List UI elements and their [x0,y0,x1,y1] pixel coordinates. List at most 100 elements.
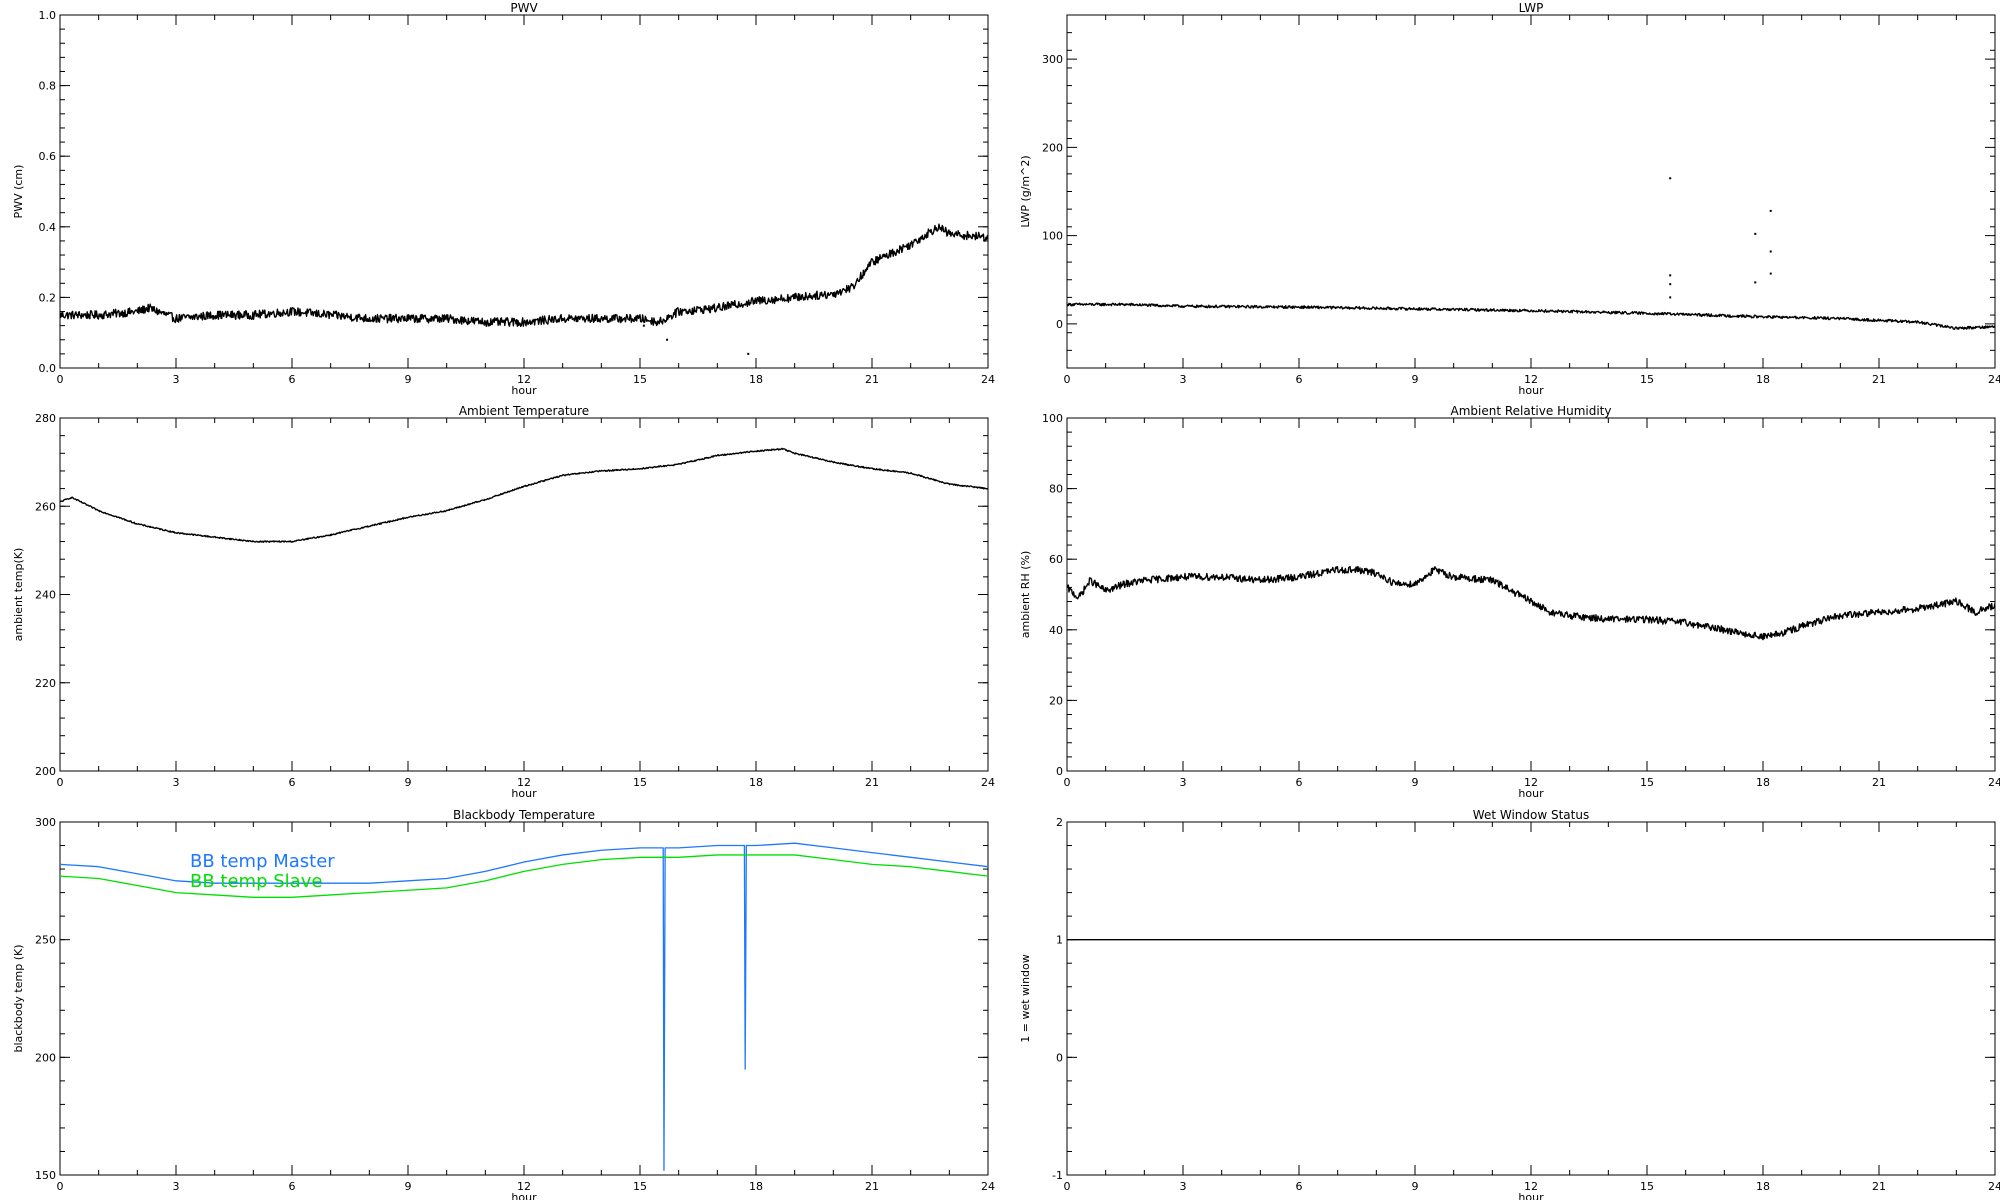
outlier-point [1769,209,1772,212]
y-tick-label: 300 [35,816,56,829]
y-axis-label: ambient temp(K) [12,548,25,642]
x-axis-label: hour [511,384,537,397]
x-tick-label: 6 [289,373,296,386]
y-tick-label: 260 [35,500,56,513]
series-line-0 [60,842,988,1171]
outlier-point [1669,177,1672,180]
y-tick-label: 280 [35,412,56,425]
x-tick-label: 0 [57,373,64,386]
y-axis-label: LWP (g/m^2) [1019,155,1032,227]
x-tick-label: 6 [289,776,296,789]
x-tick-label: 18 [749,776,763,789]
y-tick-label: 200 [35,765,56,778]
y-tick-label: 300 [1042,53,1063,66]
series-group [60,447,988,543]
x-tick-label: 9 [1412,373,1419,386]
y-tick-label: 0 [1056,765,1063,778]
plot-frame [1066,14,1996,369]
x-tick-label: 24 [1988,776,2000,789]
chart-title: Blackbody Temperature [453,808,595,822]
y-tick-label: 1.0 [39,9,57,22]
y-tick-label: 2 [1056,816,1063,829]
x-tick-label: 24 [981,373,995,386]
legend-entry: BB temp Master [190,851,335,872]
x-tick-label: 18 [1756,776,1770,789]
outlier-point [1669,274,1672,277]
chart-title: Ambient Relative Humidity [1451,404,1612,418]
outlier-point [666,338,669,341]
x-tick-label: 24 [1988,373,2000,386]
y-tick-label: 200 [1042,141,1063,154]
y-tick-label: 0.0 [39,362,57,375]
y-tick-label: 60 [1049,553,1063,566]
outlier-point [1669,283,1672,286]
x-tick-label: 0 [57,776,64,789]
chart-panel-2: Ambient Temperature 0 3 6 9 12 15 18 21 24 200 220 2… [12,404,995,800]
x-tick-label: 12 [1524,1180,1538,1193]
x-tick-label: 18 [749,1180,763,1193]
x-tick-label: 6 [1296,373,1303,386]
x-tick-label: 12 [1524,373,1538,386]
series-line-0 [60,447,988,543]
x-tick-label: 21 [865,373,879,386]
chart-title: LWP [1519,1,1544,15]
x-tick-label: 12 [517,1180,531,1193]
y-tick-label: 0.4 [39,221,57,234]
chart-panel-4: Blackbody Temperature 0 3 6 9 12 15 18 21 24 150 20… [12,808,995,1200]
x-tick-label: 9 [405,373,412,386]
series-line-0 [1067,565,1995,641]
x-tick-label: 12 [1524,776,1538,789]
x-axis-label: hour [511,787,537,800]
y-tick-label: 0.8 [39,80,57,93]
x-tick-label: 21 [1872,1180,1886,1193]
x-tick-label: 0 [1064,373,1071,386]
outlier-point [747,352,750,355]
y-tick-label: 80 [1049,483,1063,496]
y-tick-label: 200 [35,1051,56,1064]
x-tick-label: 9 [405,776,412,789]
y-tick-label: 1 [1056,934,1063,947]
x-tick-label: 0 [1064,1180,1071,1193]
y-tick-label: 100 [1042,230,1063,243]
x-tick-label: 3 [1180,776,1187,789]
x-tick-label: 6 [289,1180,296,1193]
x-tick-label: 3 [173,776,180,789]
outlier-point [642,324,645,327]
x-tick-label: 24 [981,1180,995,1193]
chart-title: PWV [510,1,538,15]
y-axis-label: 1 = wet window [1019,954,1032,1043]
x-tick-label: 3 [1180,1180,1187,1193]
x-tick-label: 18 [1756,1180,1770,1193]
outlier-point [1769,272,1772,275]
y-tick-label: -1 [1052,1169,1063,1182]
x-tick-label: 15 [1640,373,1654,386]
y-tick-label: 150 [35,1169,56,1182]
x-tick-label: 18 [1756,373,1770,386]
y-tick-label: 40 [1049,624,1063,637]
x-axis-label: hour [511,1191,537,1200]
x-tick-label: 21 [865,1180,879,1193]
y-axis-label: ambient RH (%) [1019,551,1032,639]
y-tick-label: 100 [1042,412,1063,425]
outlier-point [1669,296,1672,299]
chart-panel-1: LWP 0 3 6 9 12 15 18 21 24 0 100 200 300 hour LWP (g/m^… [1019,1,2000,397]
x-tick-label: 0 [1064,776,1071,789]
x-tick-label: 9 [405,1180,412,1193]
x-tick-label: 3 [1180,373,1187,386]
series-group [60,223,988,355]
x-tick-label: 9 [1412,1180,1419,1193]
x-axis-label: hour [1518,384,1544,397]
x-tick-label: 21 [1872,776,1886,789]
series-line-0 [1067,302,1995,330]
series-group [60,842,988,1171]
x-tick-label: 24 [981,776,995,789]
x-tick-label: 15 [633,776,647,789]
x-tick-label: 15 [1640,776,1654,789]
y-tick-label: 220 [35,677,56,690]
x-tick-label: 15 [633,1180,647,1193]
x-tick-label: 0 [57,1180,64,1193]
chart-title: Wet Window Status [1473,808,1589,822]
x-tick-label: 3 [173,1180,180,1193]
x-tick-label: 15 [1640,1180,1654,1193]
